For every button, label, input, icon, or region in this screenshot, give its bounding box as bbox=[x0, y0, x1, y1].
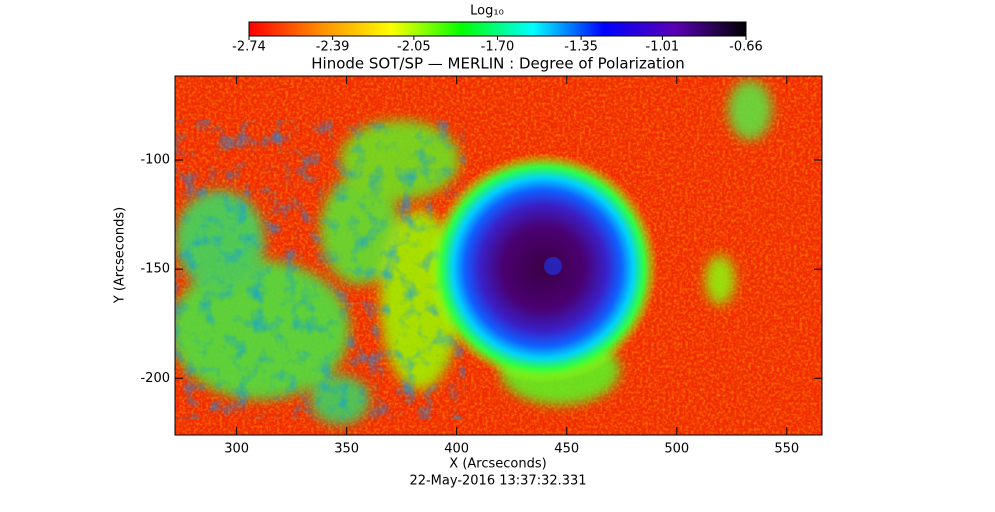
x-tick-label: 550 bbox=[774, 442, 799, 457]
colorbar-tick-label: -1.01 bbox=[646, 40, 680, 55]
colorbar-tick-label: -2.39 bbox=[316, 40, 350, 55]
colorbar-tick-label: -1.70 bbox=[481, 40, 515, 55]
colorbar-tick-label: -2.74 bbox=[232, 40, 266, 55]
plot-frame bbox=[174, 75, 823, 436]
colorbar-tick-label: -1.35 bbox=[564, 40, 598, 55]
x-axis-label: X (Arcseconds) bbox=[449, 457, 546, 472]
colorbar-label: Log₁₀ bbox=[470, 4, 504, 19]
y-axis-label: Y (Arcseconds) bbox=[113, 207, 128, 304]
x-tick-label: 500 bbox=[664, 442, 689, 457]
x-tick-label: 450 bbox=[554, 442, 579, 457]
chart-title: Hinode SOT/SP — MERLIN : Degree of Polar… bbox=[311, 55, 685, 73]
x-tick-label: 350 bbox=[334, 442, 359, 457]
colorbar-tick-label: -0.66 bbox=[729, 40, 763, 55]
y-tick-label: -150 bbox=[140, 262, 170, 277]
solar-image bbox=[175, 76, 822, 435]
colorbar bbox=[248, 21, 747, 37]
y-tick-label: -100 bbox=[140, 153, 170, 168]
x-tick-label: 400 bbox=[444, 442, 469, 457]
x-tick-label: 300 bbox=[224, 442, 249, 457]
y-tick-label: -200 bbox=[140, 371, 170, 386]
footer-timestamp: 22-May-2016 13:37:32.331 bbox=[409, 474, 586, 489]
colorbar-tick-label: -2.05 bbox=[397, 40, 431, 55]
